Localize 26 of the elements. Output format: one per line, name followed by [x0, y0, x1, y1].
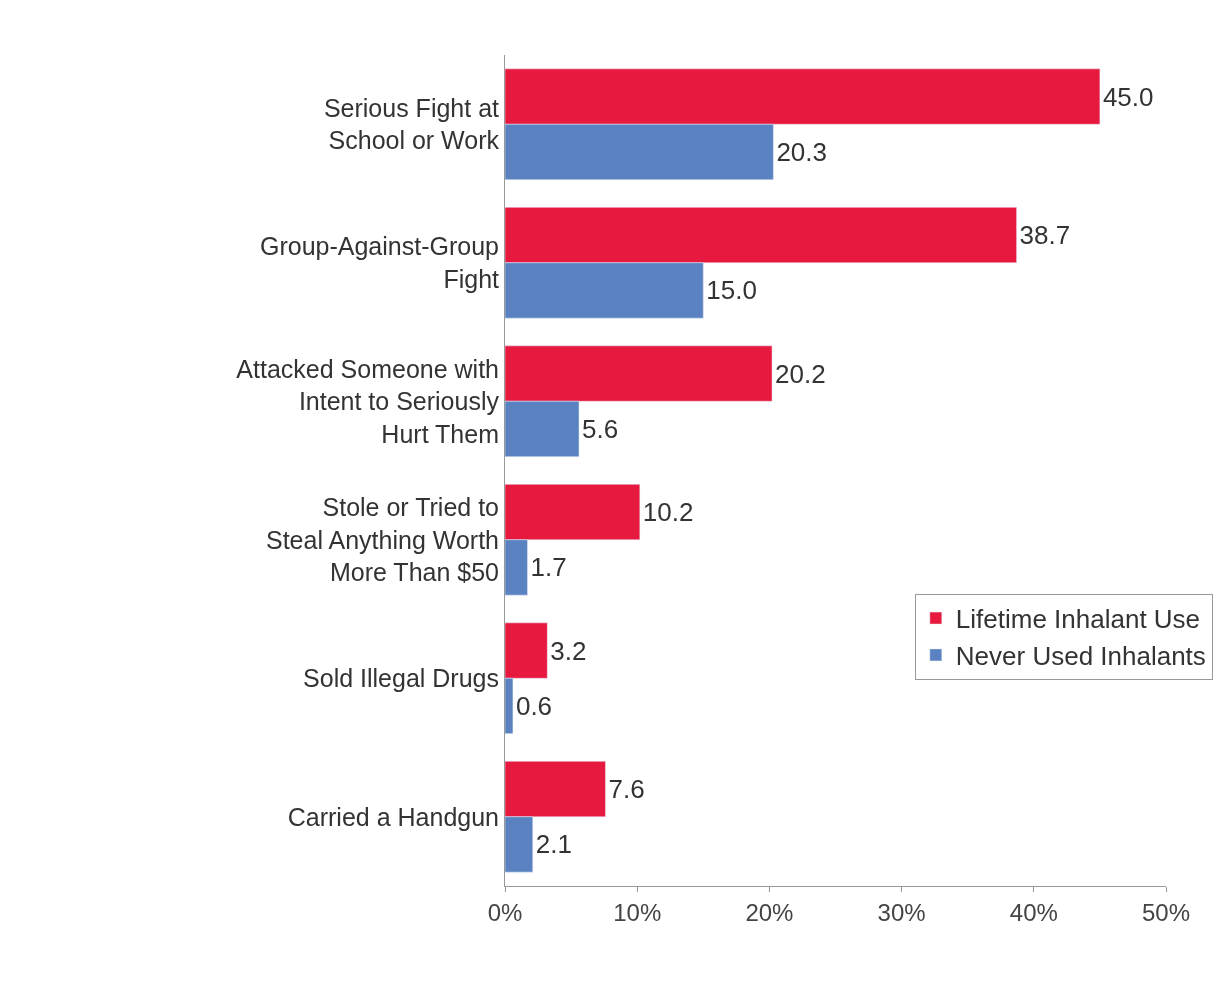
- data-label: 5.6: [582, 413, 619, 444]
- y-tick-label: Attacked Someone with Intent to Seriously Hurt Them: [236, 354, 500, 448]
- data-label: 20.3: [776, 136, 827, 167]
- y-tick-label: Stole or Tried to Steal Anything Worth More Than $50: [265, 493, 499, 586]
- y-tick-label: Group-Against-Group Fight: [259, 232, 500, 293]
- x-tick-label: 20%: [745, 898, 794, 926]
- x-tick-label: 10%: [613, 898, 662, 926]
- x-tick-label: 50%: [1141, 898, 1191, 926]
- x-tick-label: 30%: [877, 898, 926, 926]
- data-label: 2.1: [535, 829, 572, 860]
- legend-label: Lifetime Inhalant Use: [955, 604, 1201, 635]
- data-label: 38.7: [1019, 220, 1071, 251]
- y-tick-label: Carried a Handgun: [287, 802, 499, 831]
- legend-label: Never Used Inhalants: [955, 641, 1206, 672]
- y-tick-label: Sold Illegal Drugs: [303, 664, 499, 692]
- data-label: 45.0: [1102, 81, 1154, 112]
- data-label: 15.0: [706, 275, 757, 306]
- data-label: 7.6: [608, 774, 645, 805]
- data-label: 20.2: [775, 358, 826, 389]
- data-label: 1.7: [530, 552, 567, 583]
- x-tick-label: 0%: [487, 898, 523, 926]
- data-label: 3.2: [550, 635, 587, 666]
- y-tick-label: Serious Fight at School or Work: [323, 93, 500, 155]
- x-tick-label: 40%: [1009, 898, 1058, 926]
- data-label: 0.6: [515, 690, 553, 721]
- data-label: 10.2: [642, 497, 694, 528]
